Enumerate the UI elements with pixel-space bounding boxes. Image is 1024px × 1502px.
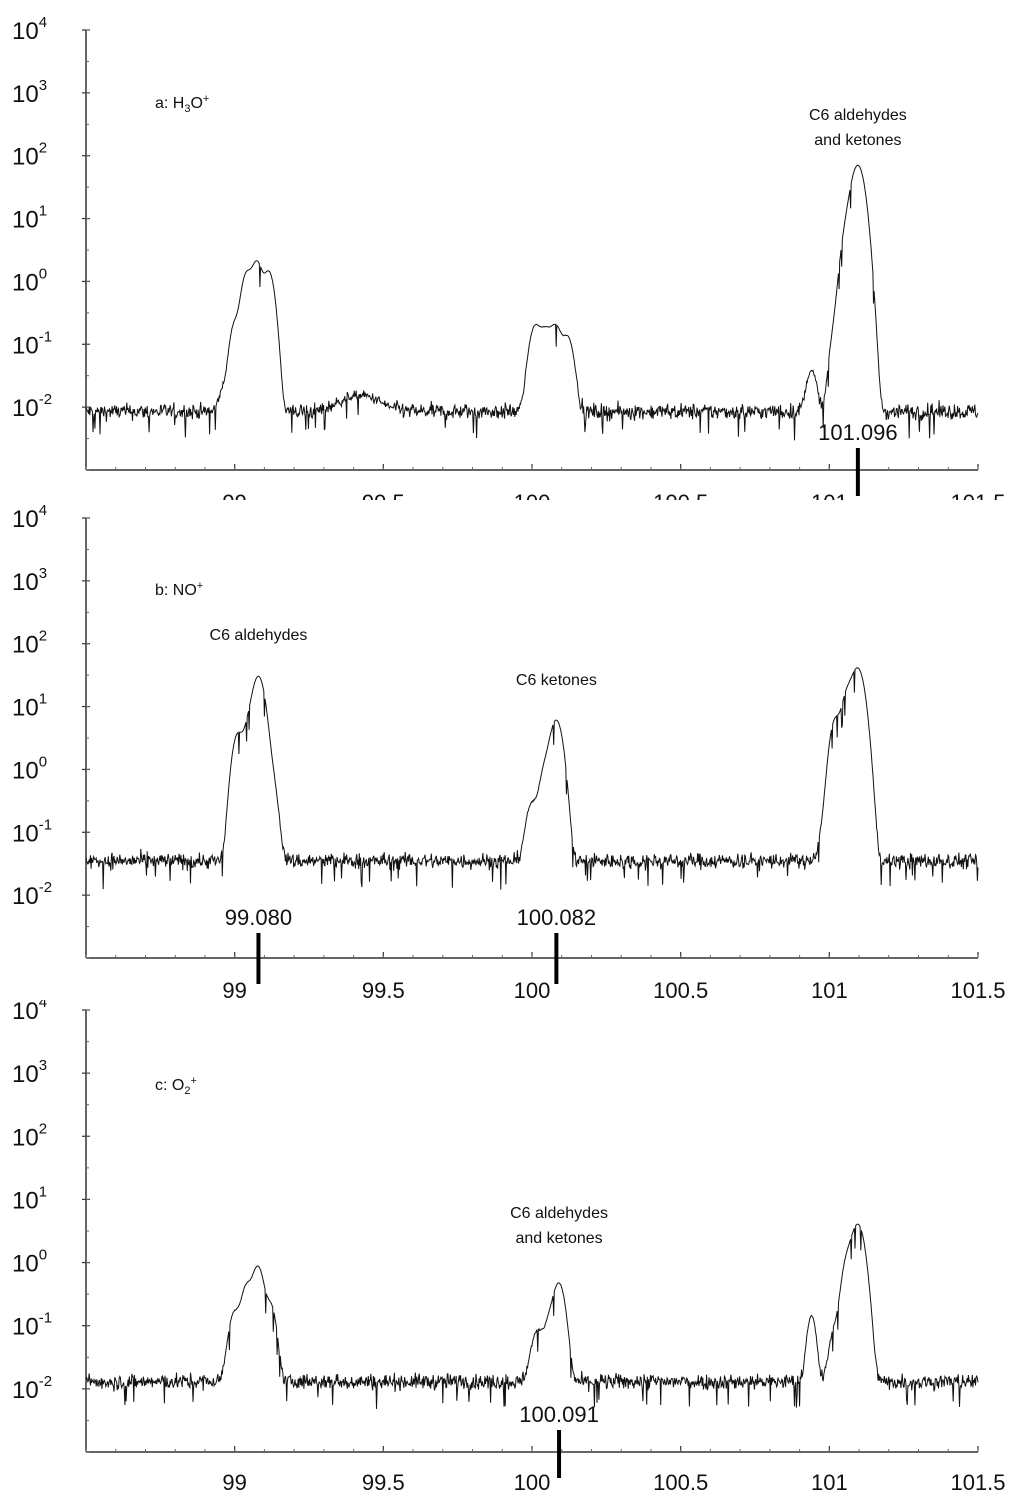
x-tick-label: 100 bbox=[514, 978, 551, 1000]
spectrum-trace-a bbox=[85, 164, 979, 441]
y-tick-label: 10-2 bbox=[12, 391, 52, 422]
mass-marker-label: 101.096 bbox=[818, 420, 898, 445]
peak-annotation: C6 aldehydes bbox=[809, 107, 907, 124]
y-tick-label: 10-2 bbox=[12, 879, 52, 910]
y-tick-label: 103 bbox=[12, 1057, 47, 1088]
x-tick-label: 99.5 bbox=[362, 490, 405, 500]
y-tick-label: 104 bbox=[12, 1000, 47, 1025]
y-tick-label: 10-1 bbox=[12, 816, 52, 847]
x-tick-label: 101.5 bbox=[950, 1470, 1005, 1495]
y-tick-label: 101 bbox=[12, 1183, 47, 1214]
y-tick-label: 102 bbox=[12, 140, 47, 171]
y-tick-label: 102 bbox=[12, 1120, 47, 1151]
x-tick-label: 99.5 bbox=[362, 978, 405, 1000]
panel-label: c: O2+ bbox=[155, 1075, 197, 1097]
x-tick-label: 100.5 bbox=[653, 490, 708, 500]
y-tick-label: 10-1 bbox=[12, 1310, 52, 1341]
x-tick-label: 100 bbox=[514, 1470, 551, 1495]
x-tick-label: 100.5 bbox=[653, 1470, 708, 1495]
peak-annotation: and ketones bbox=[515, 1230, 602, 1247]
x-tick-label: 101 bbox=[811, 1470, 848, 1495]
x-tick-label: 101 bbox=[811, 978, 848, 1000]
panel-label: b: NO+ bbox=[155, 580, 203, 599]
spectrum-trace-c bbox=[85, 1223, 979, 1409]
peak-annotation: C6 ketones bbox=[516, 672, 597, 689]
y-tick-label: 100 bbox=[12, 1247, 47, 1278]
y-tick-label: 101 bbox=[12, 203, 47, 234]
x-tick-label: 101.5 bbox=[950, 490, 1005, 500]
peak-annotation: and ketones bbox=[814, 132, 901, 149]
y-tick-label: 100 bbox=[12, 265, 47, 296]
peak-annotation: C6 aldehydes bbox=[210, 627, 308, 644]
y-tick-label: 100 bbox=[12, 753, 47, 784]
x-tick-label: 99 bbox=[222, 978, 246, 1000]
spectrum-panel-c: 104 103 102 101 100 10-1 10-2 99 99.5 100 100.5 101… bbox=[12, 1000, 1006, 1495]
x-tick-label: 99 bbox=[222, 1470, 246, 1495]
y-tick-label: 104 bbox=[12, 502, 47, 533]
mass-marker-label: 100.082 bbox=[517, 905, 597, 930]
y-tick-label: 103 bbox=[12, 565, 47, 596]
mass-marker-label: 99.080 bbox=[225, 905, 292, 930]
peak-annotation: C6 aldehydes bbox=[510, 1205, 608, 1222]
mass-marker-label: 100.091 bbox=[519, 1402, 599, 1427]
x-tick-label: 101 bbox=[811, 490, 848, 500]
x-tick-label: 99 bbox=[222, 490, 246, 500]
x-tick-label: 100.5 bbox=[653, 978, 708, 1000]
y-tick-label: 102 bbox=[12, 628, 47, 659]
x-tick-label: 99.5 bbox=[362, 1470, 405, 1495]
x-tick-label: 100 bbox=[514, 490, 551, 500]
y-tick-label: 103 bbox=[12, 77, 47, 108]
y-tick-label: 101 bbox=[12, 691, 47, 722]
panel-label: a: H3O+ bbox=[155, 93, 209, 115]
spectrum-panel-b: 104 103 102 101 100 10-1 10-2 99 99.5 100 100.5 101… bbox=[12, 502, 1006, 1000]
x-tick-label: 101.5 bbox=[950, 978, 1005, 1000]
spectrum-trace-b bbox=[85, 667, 979, 890]
y-tick-label: 10-1 bbox=[12, 328, 52, 359]
spectrum-panel-a: 104 103 102 101 100 10-1 10-2 99 99.5 100 100.5 101… bbox=[12, 14, 1006, 500]
y-tick-label: 104 bbox=[12, 14, 47, 45]
y-tick-label: 10-2 bbox=[12, 1373, 52, 1404]
